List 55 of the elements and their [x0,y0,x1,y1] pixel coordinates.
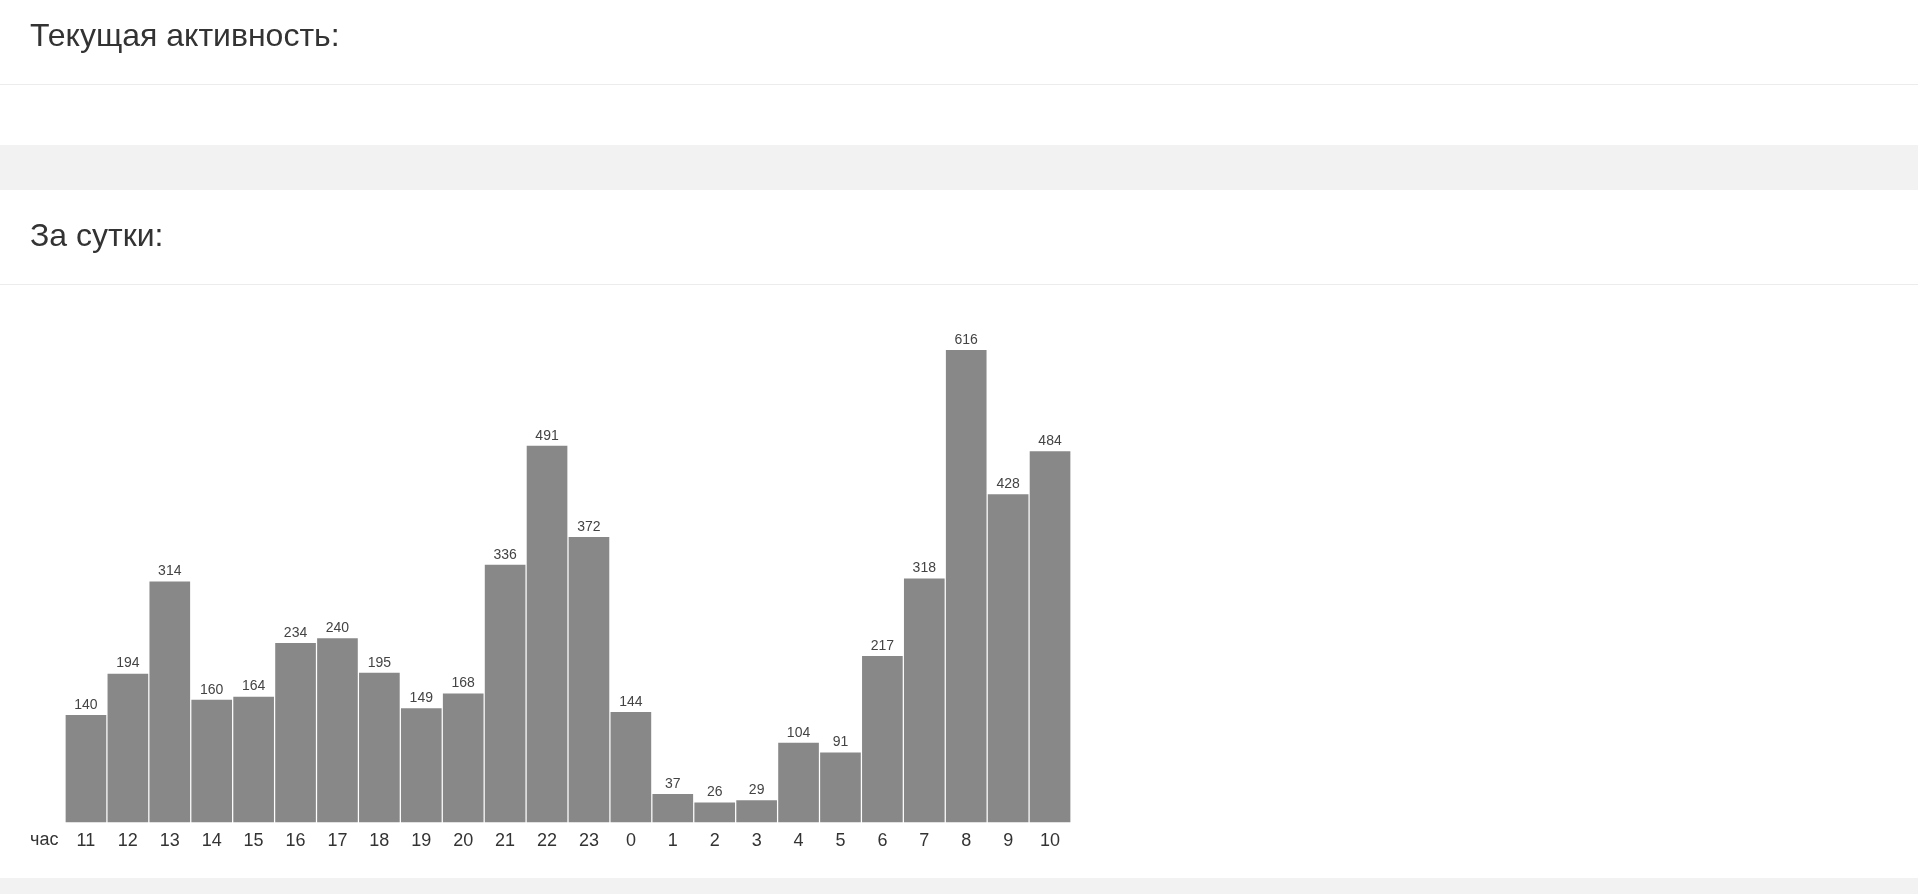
x-axis-title: час [30,829,59,850]
data-label: 318 [912,559,937,576]
data-label: 29 [748,781,765,798]
data-label: 234 [283,623,308,640]
chart-title: Текущая активность: [30,17,340,54]
data-label: 491 [535,426,559,443]
x-tick-label: 1 [667,830,678,851]
x-tick-label: 16 [285,830,306,851]
x-tick-label: 12 [117,830,138,851]
data-label: 140 [74,695,98,712]
x-tick-label: 10 [1040,830,1061,851]
data-label: 217 [870,636,895,653]
x-tick-label: 14 [201,830,222,851]
x-tick-label: 18 [369,830,390,851]
x-tick-label: 4 [793,830,804,851]
x-tick-label: 19 [411,830,432,851]
data-label: 91 [832,733,849,750]
x-tick-label: 23 [578,830,599,851]
x-tick-label: 13 [159,830,180,851]
data-label: 195 [367,653,392,670]
x-tick-label: 8 [961,830,972,851]
data-label: 104 [786,723,811,740]
x-tick-label: 2 [709,830,720,851]
x-tick-label: 6 [877,830,888,851]
data-label: 164 [241,677,266,694]
bar [1029,451,1071,823]
data-label: 149 [409,688,434,705]
data-label: 314 [158,562,182,579]
data-label: 37 [665,774,681,791]
chart-subtitle: За сутки: [30,217,164,254]
bar [568,537,610,823]
data-label: 336 [493,545,518,562]
data-label: 428 [996,475,1021,492]
data-label: 194 [116,654,140,671]
x-tick-label: 21 [495,830,516,851]
x-tick-label: 3 [751,830,762,851]
data-label: 144 [619,692,643,709]
x-tick-label: 20 [453,830,474,851]
x-tick-label: 0 [625,830,636,851]
bar [526,445,568,823]
x-tick-label: 9 [1003,830,1014,851]
data-label: 26 [706,783,723,800]
x-tick-label: 17 [327,830,348,851]
data-label: 240 [325,619,350,636]
data-label: 616 [954,330,979,347]
x-tick-label: 22 [537,830,558,851]
x-tick-label: 5 [835,830,846,851]
data-label: 484 [1038,432,1062,449]
x-tick-label: 11 [76,830,96,851]
data-label: 372 [577,517,601,534]
x-tick-label: 7 [919,830,930,851]
data-label: 168 [451,674,476,691]
bar [65,715,107,823]
data-label: 160 [200,680,224,697]
x-tick-label: 15 [243,830,264,851]
